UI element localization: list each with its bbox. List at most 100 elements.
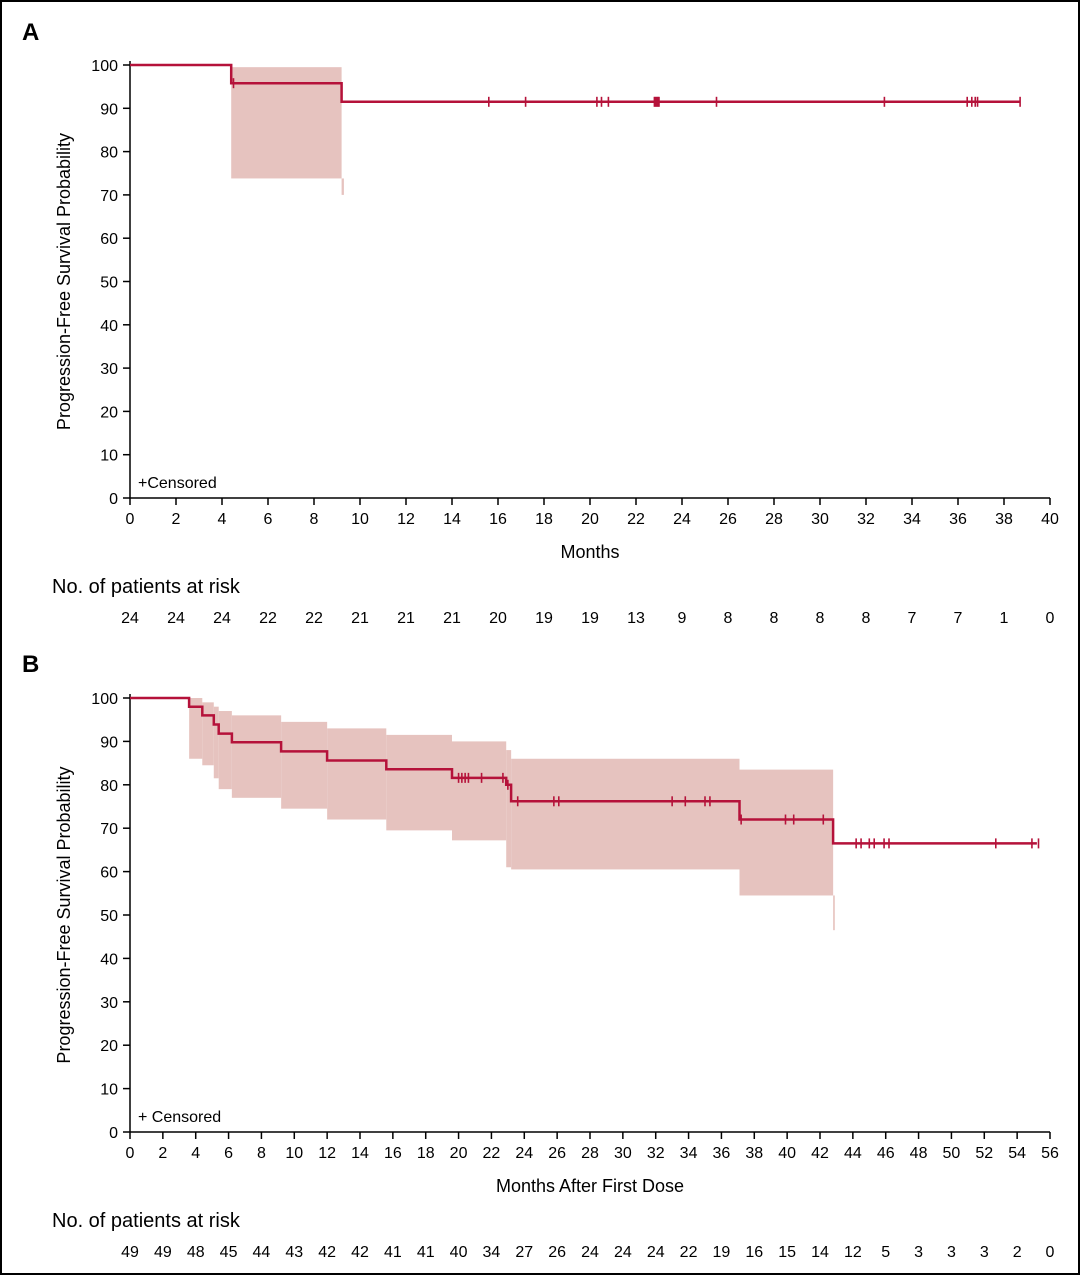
risk-value: 40 xyxy=(450,1244,468,1261)
risk-value: 21 xyxy=(397,610,415,627)
risk-value: 3 xyxy=(914,1244,923,1261)
x-tick-label: 38 xyxy=(995,511,1013,528)
ci-band-segment xyxy=(231,67,342,179)
x-tick-label: 10 xyxy=(351,511,369,528)
x-tick-label: 36 xyxy=(713,1145,731,1162)
x-tick-label: 32 xyxy=(647,1145,665,1162)
x-tick-label: 48 xyxy=(910,1145,928,1162)
panel-letter: B xyxy=(22,651,39,678)
x-tick-label: 44 xyxy=(844,1145,862,1162)
risk-table-title: No. of patients at risk xyxy=(52,576,241,598)
y-tick-label: 50 xyxy=(100,908,118,925)
y-tick-label: 100 xyxy=(91,691,118,708)
x-tick-label: 24 xyxy=(673,511,691,528)
ci-band-segment xyxy=(506,750,512,868)
ci-band xyxy=(189,698,835,931)
x-tick-label: 22 xyxy=(627,511,645,528)
x-tick-label: 40 xyxy=(1041,511,1059,528)
y-tick-label: 100 xyxy=(91,58,118,75)
x-tick-label: 4 xyxy=(191,1145,200,1162)
y-tick-label: 70 xyxy=(100,188,118,205)
x-tick-label: 0 xyxy=(126,511,135,528)
risk-value: 42 xyxy=(318,1244,336,1261)
x-tick-label: 38 xyxy=(745,1145,763,1162)
risk-value: 26 xyxy=(548,1244,566,1261)
x-tick-label: 54 xyxy=(1008,1145,1026,1162)
ci-band-segment xyxy=(833,895,835,931)
risk-value: 41 xyxy=(417,1244,435,1261)
x-tick-label: 28 xyxy=(581,1145,599,1162)
x-tick-label: 34 xyxy=(680,1145,698,1162)
y-tick-label: 40 xyxy=(100,951,118,968)
x-tick-label: 12 xyxy=(397,511,415,528)
x-tick-label: 6 xyxy=(224,1145,233,1162)
y-tick-label: 60 xyxy=(100,865,118,882)
x-tick-label: 32 xyxy=(857,511,875,528)
risk-value: 20 xyxy=(489,610,507,627)
risk-value: 44 xyxy=(253,1244,271,1261)
ci-band-segment xyxy=(452,741,507,841)
x-tick-label: 8 xyxy=(310,511,319,528)
x-tick-label: 4 xyxy=(218,511,227,528)
ci-band-segment xyxy=(341,178,344,195)
risk-value: 24 xyxy=(581,1244,599,1261)
risk-table-title: No. of patients at risk xyxy=(52,1210,241,1232)
x-tick-label: 14 xyxy=(443,511,461,528)
ci-band-segment xyxy=(281,721,328,809)
risk-value: 8 xyxy=(770,610,779,627)
risk-value: 3 xyxy=(947,1244,956,1261)
x-tick-label: 42 xyxy=(811,1145,829,1162)
x-tick-label: 24 xyxy=(515,1145,533,1162)
ci-band-segment xyxy=(202,702,214,766)
x-axis-title: Months After First Dose xyxy=(496,1176,684,1196)
risk-value: 12 xyxy=(844,1244,862,1261)
ci-band-segment xyxy=(327,728,387,820)
x-tick-label: 20 xyxy=(581,511,599,528)
y-tick-label: 20 xyxy=(100,404,118,421)
risk-value: 45 xyxy=(220,1244,238,1261)
x-tick-label: 46 xyxy=(877,1145,895,1162)
y-tick-label: 0 xyxy=(109,491,118,508)
risk-value: 24 xyxy=(167,610,185,627)
risk-value: 19 xyxy=(713,1244,731,1261)
risk-value: 3 xyxy=(980,1244,989,1261)
y-tick-label: 60 xyxy=(100,231,118,248)
risk-value: 9 xyxy=(678,610,687,627)
x-tick-label: 8 xyxy=(257,1145,266,1162)
risk-value: 42 xyxy=(351,1244,369,1261)
risk-value: 19 xyxy=(535,610,553,627)
x-tick-label: 34 xyxy=(903,511,921,528)
ci-band-segment xyxy=(213,706,219,779)
risk-value: 15 xyxy=(778,1244,796,1261)
x-tick-label: 2 xyxy=(158,1145,167,1162)
risk-value: 8 xyxy=(724,610,733,627)
x-tick-label: 20 xyxy=(450,1145,468,1162)
x-tick-label: 16 xyxy=(489,511,507,528)
ci-band-segment xyxy=(511,758,740,870)
x-tick-label: 28 xyxy=(765,511,783,528)
y-tick-label: 10 xyxy=(100,1082,118,1099)
risk-value: 7 xyxy=(908,610,917,627)
risk-value: 0 xyxy=(1046,1244,1055,1261)
y-axis-title: Progression-Free Survival Probability xyxy=(54,766,74,1063)
x-tick-label: 2 xyxy=(172,511,181,528)
x-tick-label: 56 xyxy=(1041,1145,1059,1162)
x-tick-label: 18 xyxy=(417,1145,435,1162)
x-tick-label: 6 xyxy=(264,511,273,528)
ci-band-segment xyxy=(189,698,203,759)
risk-value: 22 xyxy=(259,610,277,627)
x-tick-label: 10 xyxy=(285,1145,303,1162)
risk-value: 27 xyxy=(515,1244,533,1261)
survival-curve xyxy=(130,63,1021,104)
y-tick-label: 10 xyxy=(100,448,118,465)
x-tick-label: 14 xyxy=(351,1145,369,1162)
censor-marks xyxy=(232,78,1021,107)
risk-value: 43 xyxy=(285,1244,303,1261)
ci-band xyxy=(231,67,344,195)
risk-value: 16 xyxy=(745,1244,763,1261)
risk-value: 13 xyxy=(627,610,645,627)
risk-value: 49 xyxy=(154,1244,172,1261)
x-tick-label: 18 xyxy=(535,511,553,528)
